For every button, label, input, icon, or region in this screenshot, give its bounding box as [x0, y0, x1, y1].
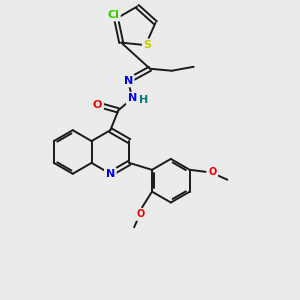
Text: O: O: [93, 100, 102, 110]
Text: S: S: [143, 40, 152, 50]
Text: N: N: [106, 169, 115, 179]
Text: O: O: [137, 209, 145, 219]
Text: N: N: [128, 94, 137, 103]
Text: N: N: [124, 76, 133, 85]
Text: Cl: Cl: [107, 10, 119, 20]
Text: H: H: [140, 95, 149, 106]
Text: O: O: [208, 167, 217, 177]
